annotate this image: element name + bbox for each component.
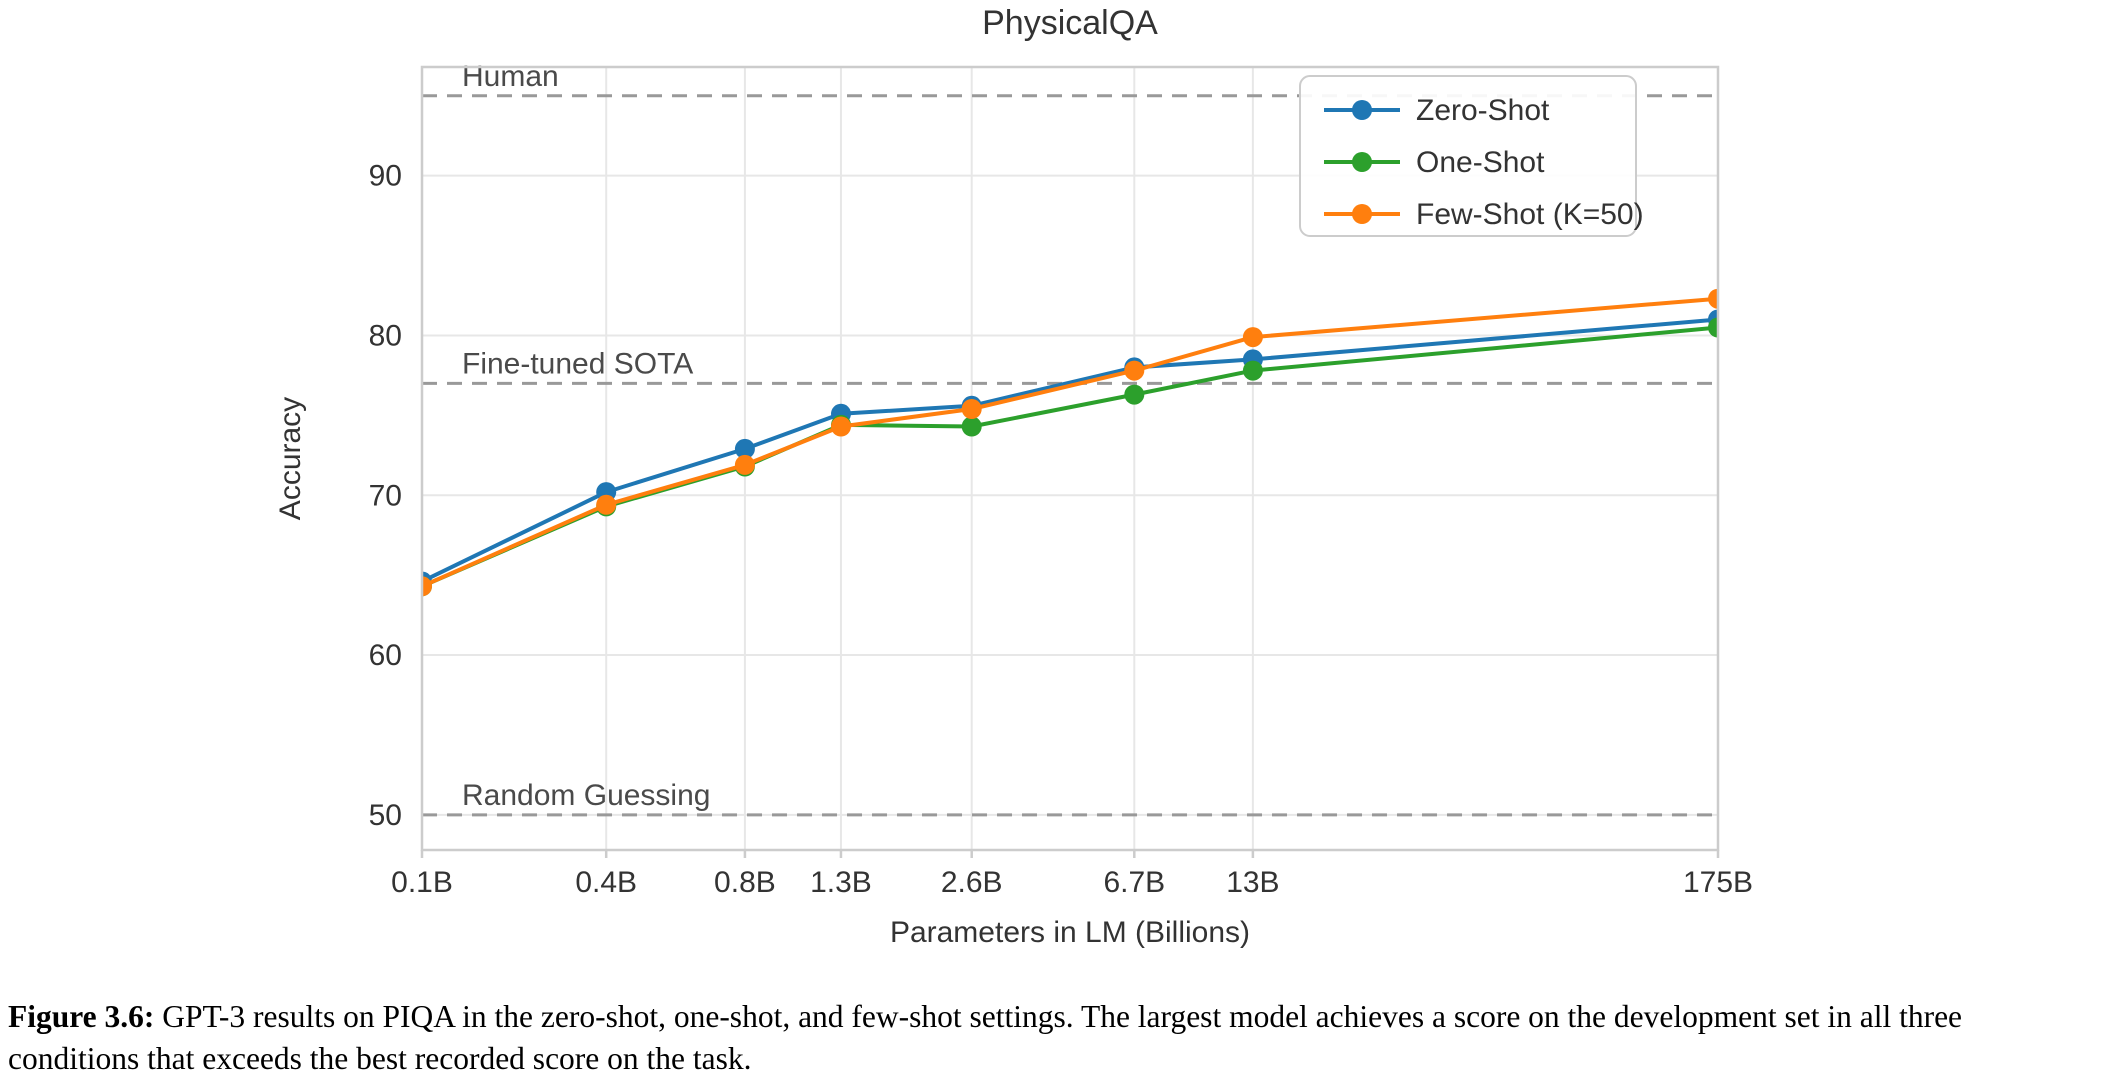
reference-label-fine-tuned-sota: Fine-tuned SOTA [462,347,693,380]
data-point-one-shot-2.6B [961,416,982,437]
series-line-few-shot-k-50- [422,296,1718,589]
data-point-one-shot-13B [1242,360,1263,381]
legend-swatch-marker-one-shot [1352,152,1372,172]
data-point-few-shot-k-50--0.4B [596,494,617,515]
caption-label: Figure 3.6: [8,999,155,1034]
legend-swatch-marker-few-shot-k-50- [1352,204,1372,224]
series-line-zero-shot [422,317,1718,584]
legend-label-few-shot-k-50-: Few-Shot (K=50) [1416,198,1644,231]
y-axis-label: Accuracy [274,397,307,520]
chart-title: PhysicalQA [982,4,1158,42]
data-point-zero-shot-0.8B [734,438,755,459]
x-tick-label-0.1B: 0.1B [391,866,453,899]
data-point-few-shot-k-50--0.8B [734,454,755,475]
data-point-few-shot-k-50--13B [1242,327,1263,348]
caption-text: GPT-3 results on PIQA in the zero-shot, … [8,999,1963,1077]
x-tick-label-1.3B: 1.3B [810,866,872,899]
x-tick-label-13B: 13B [1226,866,1279,899]
x-tick-label-6.7B: 6.7B [1103,866,1165,899]
y-tick-label-70: 70 [369,479,402,512]
data-point-one-shot-6.7B [1124,384,1145,405]
reference-label-random-guessing: Random Guessing [462,779,710,812]
data-point-one-shot-175B [1708,317,1718,338]
reference-label-human: Human [462,60,559,93]
plot-border [420,65,1720,852]
data-point-few-shot-k-50--1.3B [831,416,851,437]
legend-label-zero-shot: Zero-Shot [1416,94,1550,127]
chart: Human Fine-tuned SOTA Random Guessing 0.1B 0… [274,4,1753,949]
legend-label-one-shot: One-Shot [1416,146,1545,179]
x-tick-label-2.6B: 2.6B [941,866,1003,899]
x-tick-label-0.4B: 0.4B [575,866,637,899]
legend-swatch-marker-zero-shot [1352,100,1372,120]
y-tick-label-50: 50 [369,799,402,832]
y-tick-label-60: 60 [369,639,402,672]
legend-box [1299,75,1637,237]
data-point-few-shot-k-50--2.6B [961,399,982,419]
data-point-few-shot-k-50--6.7B [1124,360,1145,381]
x-tick-label-175B: 175B [1683,866,1753,899]
x-axis-label: Parameters in LM (Billions) [890,916,1250,949]
figure-caption: Figure 3.6: GPT-3 results on PIQA in the… [8,996,2100,1080]
data-point-few-shot-k-50--0.1B [422,576,432,597]
y-tick-label-80: 80 [369,319,402,352]
y-tick-label-90: 90 [369,160,402,193]
x-tick-label-0.8B: 0.8B [714,866,776,899]
data-point-few-shot-k-50--175B [1708,288,1718,309]
